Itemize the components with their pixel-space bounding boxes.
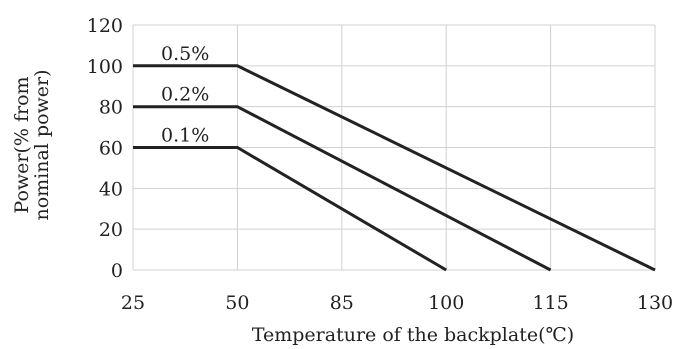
x-tick-label: 50 bbox=[225, 292, 249, 314]
y-tick-label: 120 bbox=[87, 15, 123, 37]
chart-series bbox=[133, 64, 656, 272]
y-tick-label: 0 bbox=[111, 260, 123, 282]
x-tick-label: 25 bbox=[121, 292, 145, 314]
series-line bbox=[133, 64, 656, 272]
y-tick-label: 60 bbox=[99, 138, 123, 160]
x-tick-label: 130 bbox=[637, 292, 673, 314]
y-axis-ticks: 0 20 40 60 80 100 120 bbox=[87, 15, 123, 282]
chart-series-labels: 0.5% 0.2% 0.1% bbox=[161, 43, 209, 147]
y-tick-label: 80 bbox=[99, 97, 123, 119]
series-label: 0.5% bbox=[161, 43, 209, 65]
y-axis-title-line-1: Power(% from bbox=[11, 76, 33, 213]
series-line bbox=[133, 105, 552, 272]
y-tick-label: 100 bbox=[87, 56, 123, 78]
x-tick-label: 100 bbox=[428, 292, 464, 314]
y-axis-title-line-2: nominal power) bbox=[31, 69, 53, 220]
y-tick-label: 40 bbox=[99, 178, 123, 200]
y-tick-label: 20 bbox=[99, 219, 123, 241]
x-tick-label: 115 bbox=[532, 292, 568, 314]
series-label: 0.2% bbox=[161, 84, 209, 106]
series-line bbox=[133, 146, 447, 272]
x-axis-ticks: 25 50 85 100 115 130 bbox=[121, 292, 673, 314]
x-axis-title: Temperature of the backplate(℃) bbox=[252, 324, 574, 346]
x-tick-label: 85 bbox=[330, 292, 354, 314]
series-label: 0.1% bbox=[161, 125, 209, 147]
